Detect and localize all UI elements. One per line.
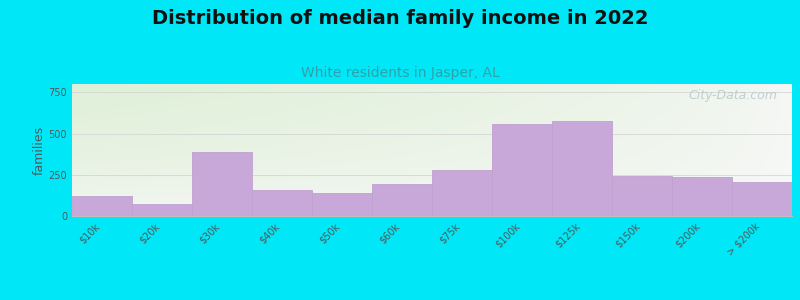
- Bar: [72, 196, 132, 216]
- Bar: [672, 177, 732, 216]
- Bar: [372, 184, 432, 216]
- Text: White residents in Jasper, AL: White residents in Jasper, AL: [301, 66, 499, 80]
- Bar: [252, 190, 312, 216]
- Bar: [732, 182, 792, 216]
- Bar: [552, 121, 612, 216]
- Y-axis label: families: families: [33, 125, 46, 175]
- Text: City-Data.com: City-Data.com: [689, 89, 778, 102]
- Bar: [192, 152, 252, 216]
- Bar: [312, 193, 372, 216]
- Bar: [432, 170, 492, 216]
- Bar: [612, 176, 672, 216]
- Text: Distribution of median family income in 2022: Distribution of median family income in …: [152, 9, 648, 28]
- Bar: [132, 205, 192, 216]
- Bar: [492, 124, 552, 216]
